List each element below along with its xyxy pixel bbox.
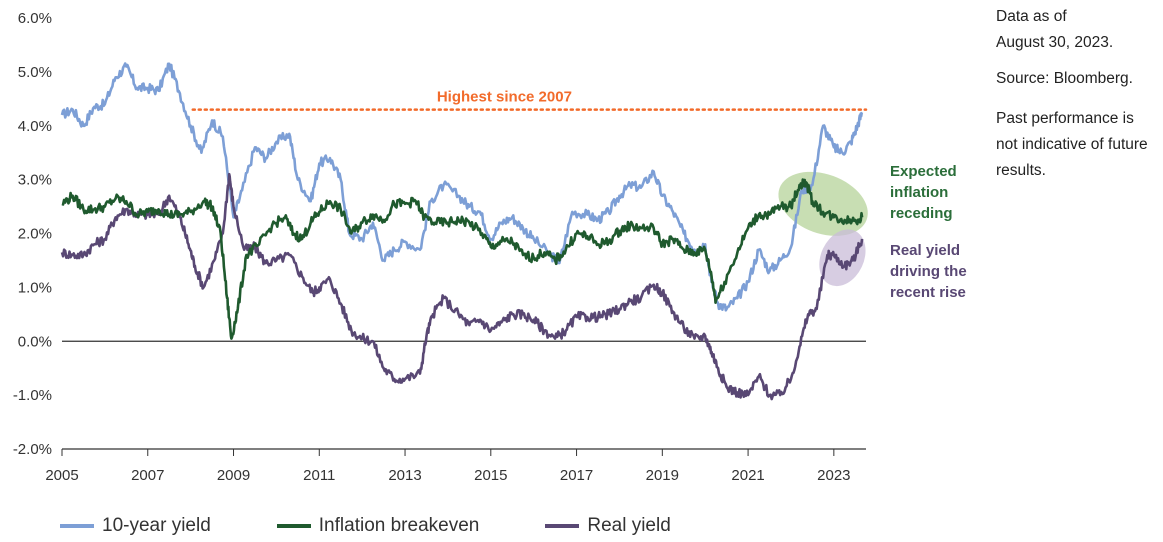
x-tick-label: 2009 (217, 467, 250, 484)
annotation-expected-inflation: receding (890, 205, 953, 222)
annotation-real-yield: recent rise (890, 284, 966, 301)
series-line-breakeven (61, 178, 864, 340)
legend-item-breakeven: Inflation breakeven (276, 515, 480, 537)
disclaimer-line-3: results. (996, 162, 1046, 179)
legend-item-ten-year: 10-year yield (60, 515, 211, 537)
x-tick-label: 2011 (303, 467, 335, 484)
x-tick-label: 2021 (731, 467, 764, 484)
legend-swatch-breakeven (276, 524, 311, 528)
y-tick-label: 4.0% (18, 118, 52, 135)
legend-item-real-yield: Real yield (545, 515, 671, 537)
y-tick-label: -1.0% (13, 387, 52, 404)
y-tick-label: -2.0% (13, 441, 52, 458)
legend-swatch-ten-year (60, 524, 94, 528)
annotation-expected-inflation: inflation (890, 184, 948, 201)
legend-label-ten-year: 10-year yield (102, 515, 211, 536)
annotation-real-yield: Real yield (890, 242, 960, 259)
line-chart: 6.0% 5.0% 4.0% 3.0% 2.0% 1.0% 0.0% -1.0% -2.0% 20… (13, 10, 967, 484)
y-tick-label: 1.0% (18, 279, 52, 296)
series-line-real (60, 172, 864, 401)
y-tick-label: 6.0% (18, 10, 52, 27)
legend-label-real-yield: Real yield (587, 515, 671, 536)
real-yield-ellipse (819, 229, 866, 287)
disclaimer-line-1: Past performance is (996, 110, 1134, 127)
y-tick-label: 2.0% (18, 226, 52, 243)
x-tick-label: 2019 (646, 467, 679, 484)
legend-label-breakeven: Inflation breakeven (318, 515, 480, 536)
y-tick-label: 5.0% (18, 64, 52, 81)
data-as-of-label: Data as of (996, 8, 1067, 25)
x-tick-label: 2007 (131, 467, 164, 484)
source-note: Source: Bloomberg. (996, 70, 1133, 87)
legend: 10-year yield Inflation breakeven Real y… (60, 515, 737, 537)
data-date: August 30, 2023. (996, 34, 1114, 51)
disclaimer-line-2: not indicative of future (996, 136, 1148, 153)
y-tick-label: 0.0% (18, 333, 52, 350)
annotation-expected-inflation: Expected (890, 163, 957, 180)
x-tick-label: 2023 (817, 467, 850, 484)
highest-since-2007-label: Highest since 2007 (437, 89, 572, 106)
legend-swatch-real-yield (545, 524, 580, 528)
y-tick-label: 3.0% (18, 172, 52, 189)
x-tick-label: 2017 (560, 467, 593, 484)
x-tick-label: 2005 (45, 467, 78, 484)
annotation-real-yield: driving the (890, 263, 967, 280)
x-tick-label: 2015 (474, 467, 507, 484)
x-tick-label: 2013 (388, 467, 421, 484)
series-line-ten_year (60, 62, 864, 312)
